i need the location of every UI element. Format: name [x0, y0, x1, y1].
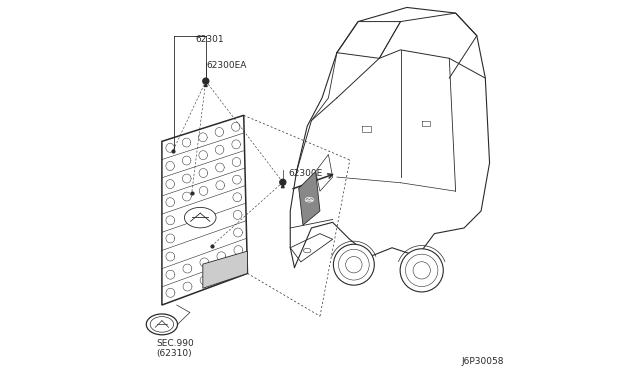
Text: 62301: 62301 — [195, 35, 224, 44]
Circle shape — [280, 179, 286, 185]
Polygon shape — [203, 251, 248, 288]
Ellipse shape — [305, 197, 314, 202]
Text: 62300EA: 62300EA — [207, 61, 247, 70]
Text: J6P30058: J6P30058 — [461, 357, 504, 366]
Polygon shape — [282, 185, 284, 187]
Circle shape — [333, 244, 374, 285]
Ellipse shape — [184, 207, 216, 228]
Polygon shape — [204, 84, 207, 86]
Circle shape — [413, 262, 430, 279]
Polygon shape — [299, 171, 320, 225]
Text: SEC.990
(62310): SEC.990 (62310) — [156, 339, 194, 358]
Text: 62300E: 62300E — [289, 169, 323, 178]
Circle shape — [400, 249, 444, 292]
Circle shape — [203, 78, 209, 84]
Circle shape — [346, 257, 362, 273]
